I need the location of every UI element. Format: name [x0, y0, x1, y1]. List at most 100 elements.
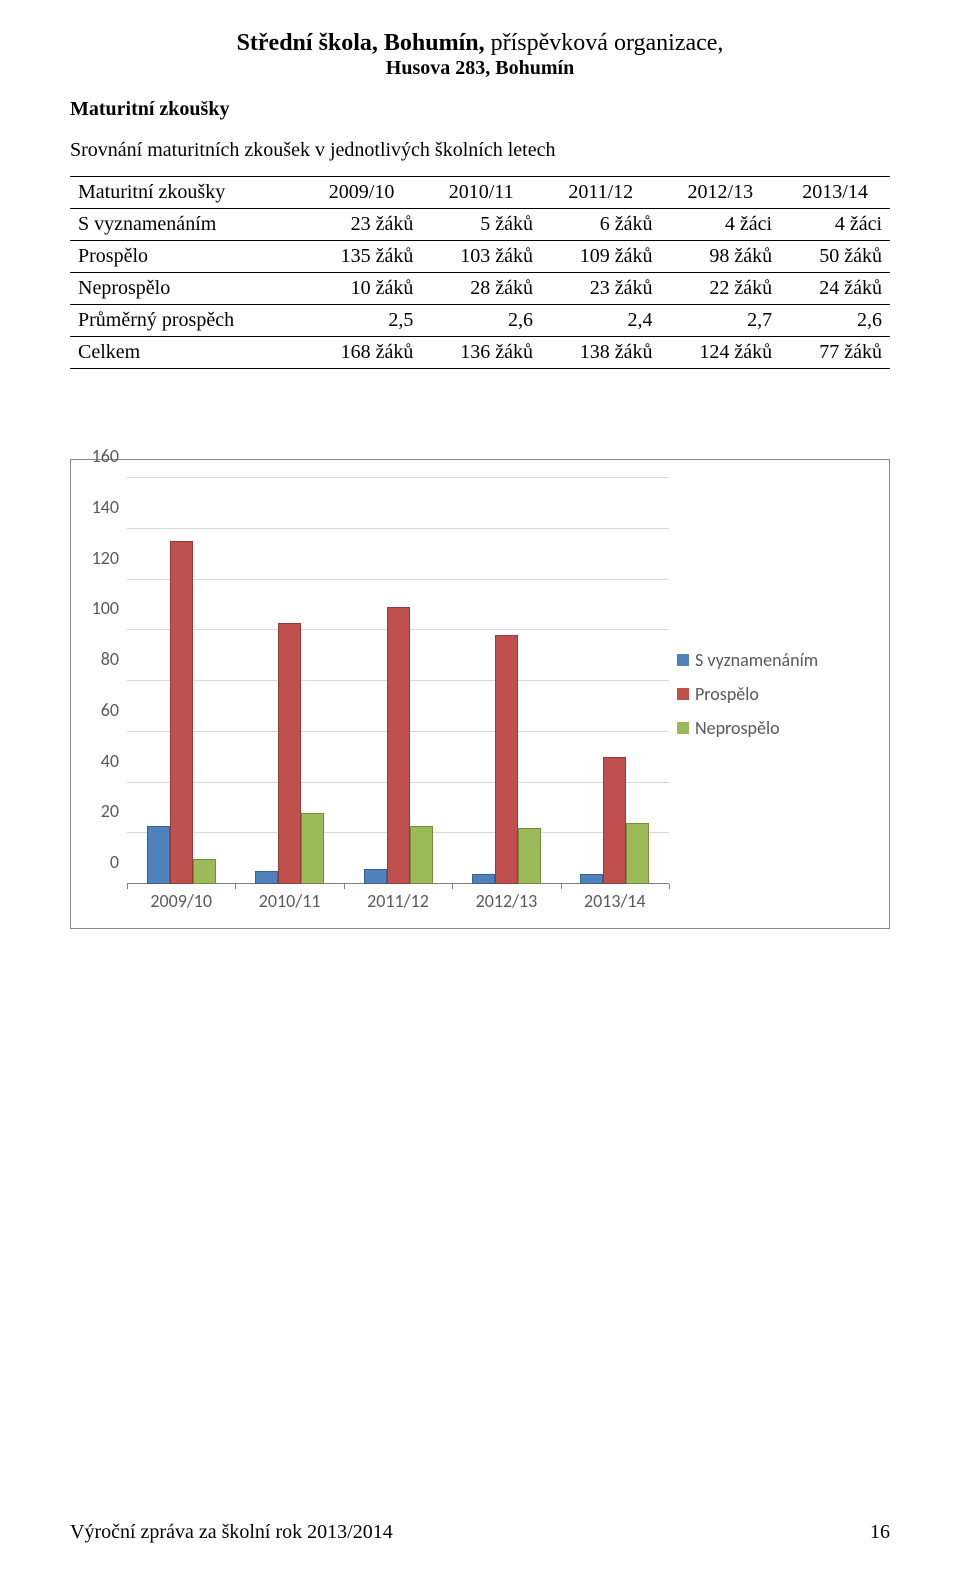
table-cell: 138 žáků	[541, 337, 661, 369]
table-cell: 28 žáků	[421, 273, 541, 305]
chart-xtick-label: 2013/14	[584, 884, 646, 912]
table-header-row: Maturitní zkoušky 2009/10 2010/11 2011/1…	[70, 177, 890, 209]
table-cell: 50 žáků	[780, 241, 890, 273]
table-cell: 136 žáků	[421, 337, 541, 369]
table-cell: 2,7	[661, 305, 781, 337]
table-cell: 22 žáků	[661, 273, 781, 305]
table-cell: 4 žáci	[780, 209, 890, 241]
legend-label: Prospělo	[695, 683, 759, 705]
header-normal: příspěvková organizace,	[491, 30, 724, 56]
table-cell: S vyznamenáním	[70, 209, 302, 241]
chart-xtick	[344, 884, 345, 889]
legend-label: Neprospělo	[695, 717, 780, 739]
chart-xtick-label: 2011/12	[367, 884, 429, 912]
table-header-cell: 2012/13	[661, 177, 781, 209]
chart-xtick-label: 2012/13	[476, 884, 538, 912]
chart-bar	[278, 623, 301, 884]
table-cell: 168 žáků	[302, 337, 422, 369]
chart-xtick	[235, 884, 236, 889]
chart-bar-group: 2013/14	[561, 478, 669, 884]
header-bold: Střední škola, Bohumín,	[237, 30, 491, 56]
table-cell: 5 žáků	[421, 209, 541, 241]
chart-xtick-label: 2010/11	[259, 884, 321, 912]
legend-label: S vyznamenáním	[695, 649, 818, 671]
chart-xtick	[452, 884, 453, 889]
chart-bar	[410, 826, 433, 884]
table-cell: 109 žáků	[541, 241, 661, 273]
chart-plot-outer: 0204060801001201401602009/102010/112011/…	[71, 460, 677, 928]
chart-bar	[580, 874, 603, 884]
table-cell: Průměrný prospěch	[70, 305, 302, 337]
chart-bar-group: 2009/10	[127, 478, 235, 884]
chart-bar-group: 2012/13	[452, 478, 560, 884]
table-cell: Prospělo	[70, 241, 302, 273]
table-cell: 135 žáků	[302, 241, 422, 273]
chart-xtick-label: 2009/10	[150, 884, 212, 912]
chart-xtick	[127, 884, 128, 889]
table-cell: Neprospělo	[70, 273, 302, 305]
table-row: Prospělo 135 žáků 103 žáků 109 žáků 98 ž…	[70, 241, 890, 273]
header-line-1: Střední škola, Bohumín, příspěvková orga…	[70, 30, 890, 57]
table-cell: 6 žáků	[541, 209, 661, 241]
table-row: S vyznamenáním 23 žáků 5 žáků 6 žáků 4 ž…	[70, 209, 890, 241]
legend-item: Prospělo	[677, 683, 877, 705]
chart-ytick-label: 140	[92, 496, 127, 518]
table-row: Celkem 168 žáků 136 žáků 138 žáků 124 žá…	[70, 337, 890, 369]
footer-left: Výroční zpráva za školní rok 2013/2014	[70, 1521, 393, 1544]
chart-bar	[603, 757, 626, 884]
table-cell: 2,6	[780, 305, 890, 337]
chart-bar	[364, 869, 387, 884]
table-cell: 23 žáků	[302, 209, 422, 241]
chart-ytick-label: 120	[92, 547, 127, 569]
chart-plot-area: 0204060801001201401602009/102010/112011/…	[127, 478, 669, 884]
chart-ytick-label: 0	[110, 851, 127, 873]
chart-bar	[301, 813, 324, 884]
legend-swatch	[677, 688, 689, 700]
table-row: Neprospělo 10 žáků 28 žáků 23 žáků 22 žá…	[70, 273, 890, 305]
table-header-cell: 2009/10	[302, 177, 422, 209]
chart-bar	[147, 826, 170, 884]
page: Střední škola, Bohumín, příspěvková orga…	[0, 0, 960, 1578]
table-cell: 2,6	[421, 305, 541, 337]
chart-bar	[626, 823, 649, 884]
page-footer: Výroční zpráva za školní rok 2013/2014 1…	[70, 1521, 890, 1544]
table-header-cell: 2010/11	[421, 177, 541, 209]
table-cell: Celkem	[70, 337, 302, 369]
table-header-cell: Maturitní zkoušky	[70, 177, 302, 209]
chart-bar	[255, 871, 278, 884]
table-cell: 124 žáků	[661, 337, 781, 369]
chart-bar-groups: 2009/102010/112011/122012/132013/14	[127, 478, 669, 884]
chart-bar	[170, 541, 193, 884]
legend-item: S vyznamenáním	[677, 649, 877, 671]
chart-bar	[495, 635, 518, 884]
chart-bar	[193, 859, 216, 884]
bar-chart: 0204060801001201401602009/102010/112011/…	[70, 459, 890, 929]
subheading: Srovnání maturitních zkoušek v jednotliv…	[70, 139, 890, 162]
chart-ytick-label: 100	[92, 597, 127, 619]
legend-swatch	[677, 654, 689, 666]
table-cell: 98 žáků	[661, 241, 781, 273]
results-table: Maturitní zkoušky 2009/10 2010/11 2011/1…	[70, 176, 890, 369]
chart-bar	[518, 828, 541, 884]
chart-bar-group: 2010/11	[235, 478, 343, 884]
chart-ytick-label: 60	[101, 699, 127, 721]
table-cell: 24 žáků	[780, 273, 890, 305]
chart-ytick-label: 80	[101, 648, 127, 670]
header-line-2: Husova 283, Bohumín	[70, 57, 890, 80]
table-cell: 2,5	[302, 305, 422, 337]
table-cell: 2,4	[541, 305, 661, 337]
table-header-cell: 2011/12	[541, 177, 661, 209]
table-cell: 103 žáků	[421, 241, 541, 273]
chart-ytick-label: 40	[101, 750, 127, 772]
table-header-cell: 2013/14	[780, 177, 890, 209]
chart-xtick	[561, 884, 562, 889]
chart-legend: S vyznamenáním Prospělo Neprospělo	[677, 460, 889, 928]
chart-bar-group: 2011/12	[344, 478, 452, 884]
section-title: Maturitní zkoušky	[70, 98, 890, 121]
table-row: Průměrný prospěch 2,5 2,6 2,4 2,7 2,6	[70, 305, 890, 337]
table-cell: 77 žáků	[780, 337, 890, 369]
legend-swatch	[677, 722, 689, 734]
chart-xtick	[669, 884, 670, 889]
document-header: Střední škola, Bohumín, příspěvková orga…	[70, 30, 890, 80]
table-cell: 10 žáků	[302, 273, 422, 305]
